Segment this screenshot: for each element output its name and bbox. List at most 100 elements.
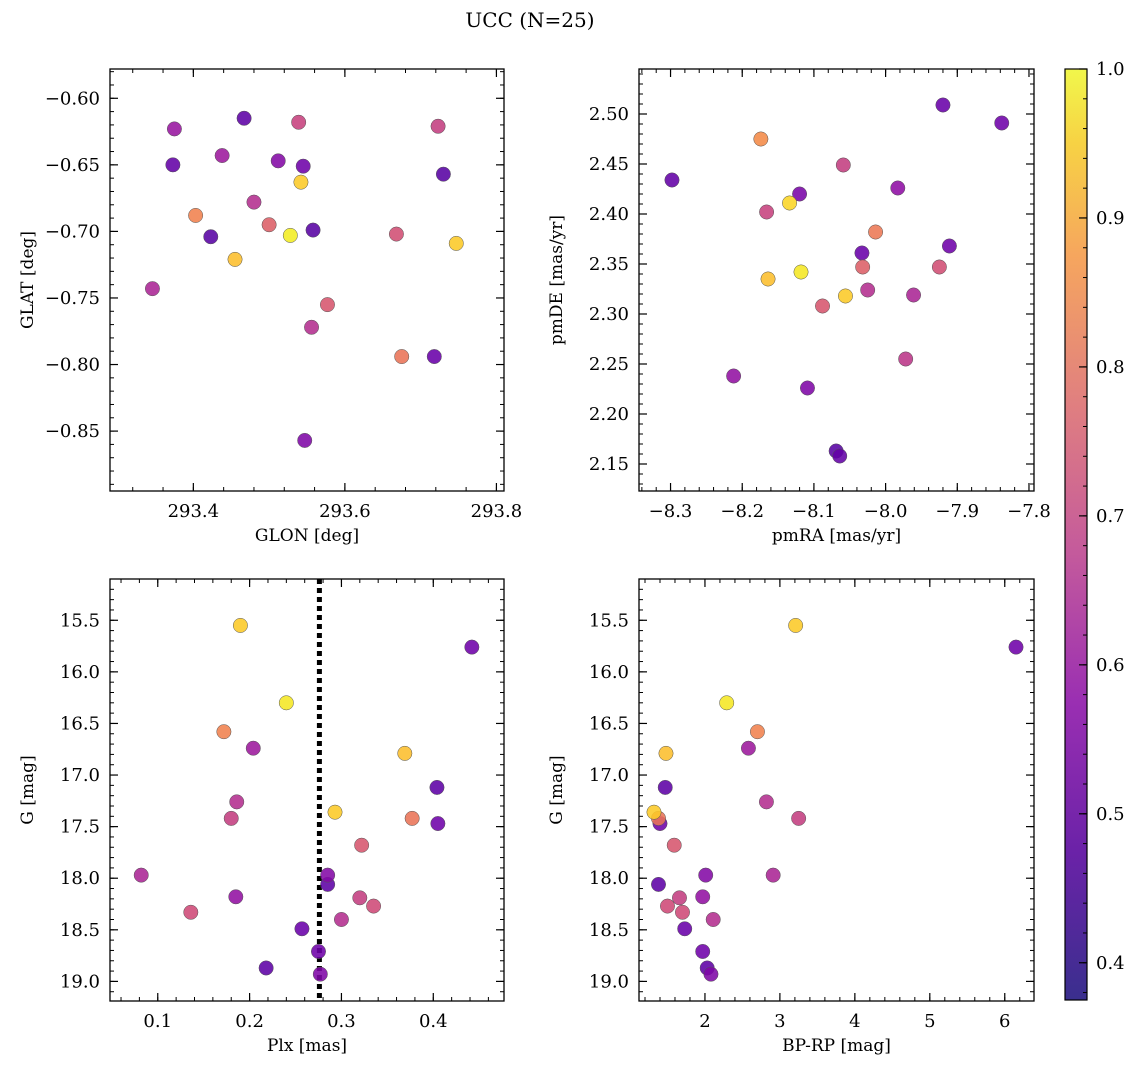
scatter-point — [749, 724, 765, 740]
y-tick-label: 19.0 — [60, 971, 100, 992]
scatter-point — [705, 912, 721, 927]
scatter-point — [695, 889, 711, 905]
scatter-point — [703, 966, 719, 982]
scatter-point — [294, 921, 310, 937]
scatter-point — [931, 259, 947, 275]
x-tick-label: 2 — [699, 1011, 710, 1032]
scatter-point — [352, 890, 368, 906]
scatter-point — [815, 298, 830, 314]
scatter-point — [838, 288, 853, 304]
colorbar-gradient — [1064, 68, 1088, 1001]
scatter-point — [223, 810, 239, 826]
scatter-point — [1008, 639, 1024, 655]
x-tick-label: −7.8 — [1007, 501, 1051, 522]
scatter-point — [660, 898, 675, 914]
x-tick-label: 293.8 — [471, 501, 523, 522]
panel-pmra-pmde: −8.3 −8.2 −8.1 −8.0 −7.9 −7.8 2.15 2.20 2.25 2.30… — [547, 68, 1051, 546]
scatter-point — [672, 890, 687, 906]
x-tick-label: 5 — [924, 1011, 935, 1032]
y-tick-label: −0.75 — [45, 288, 100, 309]
scatter-point — [854, 245, 870, 261]
x-tick-label: −7.9 — [935, 501, 979, 522]
scatter-point — [430, 118, 446, 134]
x-tick-label: −8.2 — [720, 501, 764, 522]
scatter-point — [320, 297, 335, 313]
scatter-point — [760, 271, 776, 287]
scatter-point — [297, 432, 313, 448]
x-tick-label: 0.2 — [235, 1011, 264, 1032]
scatter-point — [677, 921, 693, 937]
y-tick-label: 17.5 — [60, 817, 100, 838]
y-tick-label: 19.0 — [589, 971, 629, 992]
scatter-point — [229, 794, 245, 810]
x-axis-label: pmRA [mas/yr] — [772, 526, 901, 546]
colorbar-tick-label: 0.4 — [1096, 953, 1125, 974]
y-tick-label: 16.5 — [60, 713, 100, 734]
scatter-point — [291, 114, 307, 130]
y-tick-label: −0.60 — [45, 88, 100, 109]
x-tick-label: 0.4 — [419, 1011, 448, 1032]
y-tick-label: 18.5 — [589, 920, 629, 941]
x-tick-label: 6 — [999, 1011, 1010, 1032]
scatter-point — [311, 944, 326, 959]
y-axis-label: G [mag] — [18, 755, 38, 824]
colorbar-tick-label: 0.8 — [1096, 357, 1125, 378]
y-tick-label: 2.15 — [589, 454, 629, 475]
scatter-point — [404, 810, 420, 826]
panel-plx-g: 0.1 0.2 0.3 0.4 15.5 16.0 16.5 17.0 17.5 18.0 18.5… — [18, 578, 505, 1056]
x-axis-label: BP-RP [mag] — [782, 1036, 891, 1056]
scatter-point — [133, 867, 149, 883]
y-tick-label: −0.70 — [45, 221, 100, 242]
scatter-point — [719, 695, 735, 711]
scatter-point — [320, 867, 336, 883]
scatter-point — [726, 368, 742, 384]
scatter-point — [855, 259, 871, 275]
y-axis-label: GLAT [deg] — [18, 231, 38, 329]
scatter-point — [245, 740, 261, 756]
scatter-point — [860, 282, 876, 298]
scatter-point — [448, 235, 464, 251]
y-tick-label: −0.80 — [45, 355, 100, 376]
y-tick-label: 2.20 — [589, 404, 629, 425]
scatter-point — [898, 351, 914, 367]
y-tick-label: −0.85 — [45, 421, 100, 442]
colorbar: 0.4 0.5 0.6 0.7 0.8 0.9 1.0 — [1064, 59, 1125, 1001]
panel-bprp-g: 2 3 4 5 6 15.5 16.0 16.5 17.0 17.5 18.0 18.5 19.0 BP-… — [547, 578, 1035, 1056]
scatter-point — [394, 349, 410, 364]
scatter-point — [261, 217, 277, 233]
scatter-point — [333, 912, 349, 927]
y-tick-label: 2.40 — [589, 204, 629, 225]
y-tick-label: 2.45 — [589, 154, 629, 175]
x-tick-label: 0.3 — [327, 1011, 356, 1032]
scatter-point — [835, 157, 851, 173]
axes-frame-pmra-pmde — [638, 68, 1035, 492]
axes-frame-plx-g — [109, 578, 505, 1002]
y-axis-label: G [mag] — [547, 755, 567, 824]
scatter-point — [188, 207, 204, 223]
scatter-point — [664, 172, 680, 188]
scatter-point — [278, 695, 294, 711]
y-tick-label: 18.0 — [589, 868, 629, 889]
y-tick-label: 16.0 — [589, 662, 629, 683]
scatter-point — [782, 195, 797, 211]
axes-frame-glon-glat — [109, 68, 505, 492]
colorbar-tick-label: 0.6 — [1096, 655, 1125, 676]
scatter-point — [832, 448, 848, 464]
scatter-point — [183, 904, 199, 920]
x-axis-label: GLON [deg] — [255, 526, 359, 546]
scatter-point — [227, 251, 243, 267]
y-tick-label: 16.5 — [589, 713, 629, 734]
scatter-point — [658, 745, 674, 761]
axes-frame-bprp-g — [638, 578, 1035, 1002]
x-tick-label: 3 — [774, 1011, 785, 1032]
x-tick-label: −8.3 — [649, 501, 693, 522]
colorbar-tick-label: 1.0 — [1096, 59, 1125, 80]
scatter-point — [366, 898, 382, 914]
scatter-point — [236, 110, 252, 126]
scatter-point — [657, 779, 673, 795]
scatter-point — [464, 639, 480, 655]
scatter-point — [165, 157, 181, 173]
y-tick-label: 2.30 — [589, 304, 629, 325]
scatter-point — [759, 204, 775, 220]
